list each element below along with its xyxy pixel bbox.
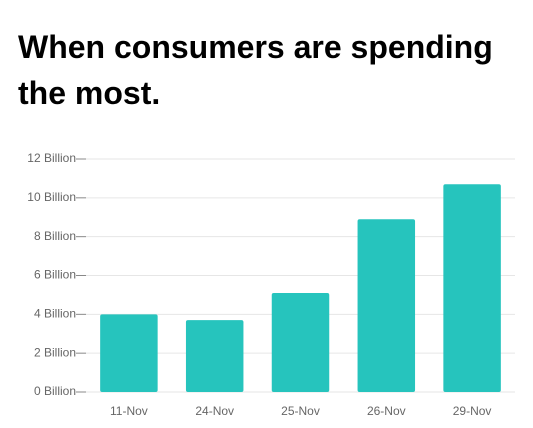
y-tick-label: 6 Billion bbox=[34, 268, 76, 282]
x-tick-label: 11-Nov bbox=[110, 404, 148, 418]
y-tick-label: 2 Billion bbox=[34, 345, 76, 359]
bar bbox=[357, 219, 416, 392]
x-tick-label: 24-Nov bbox=[195, 404, 234, 418]
bar bbox=[271, 292, 330, 392]
y-tick-label: 4 Billion bbox=[34, 307, 76, 321]
y-tick-label: 0 Billion bbox=[34, 384, 76, 398]
x-tick-label: 26-Nov bbox=[367, 404, 406, 418]
y-tick-label: 10 Billion bbox=[27, 190, 76, 204]
y-tick-label: 12 Billion bbox=[27, 151, 76, 165]
x-tick-label: 25-Nov bbox=[281, 404, 320, 418]
y-tick-label: 8 Billion bbox=[34, 229, 76, 243]
bar bbox=[100, 314, 158, 392]
chart-title: When consumers are spending the most. bbox=[18, 29, 493, 111]
bar bbox=[185, 320, 244, 392]
bar bbox=[443, 184, 501, 392]
x-tick-label: 29-Nov bbox=[453, 404, 492, 418]
